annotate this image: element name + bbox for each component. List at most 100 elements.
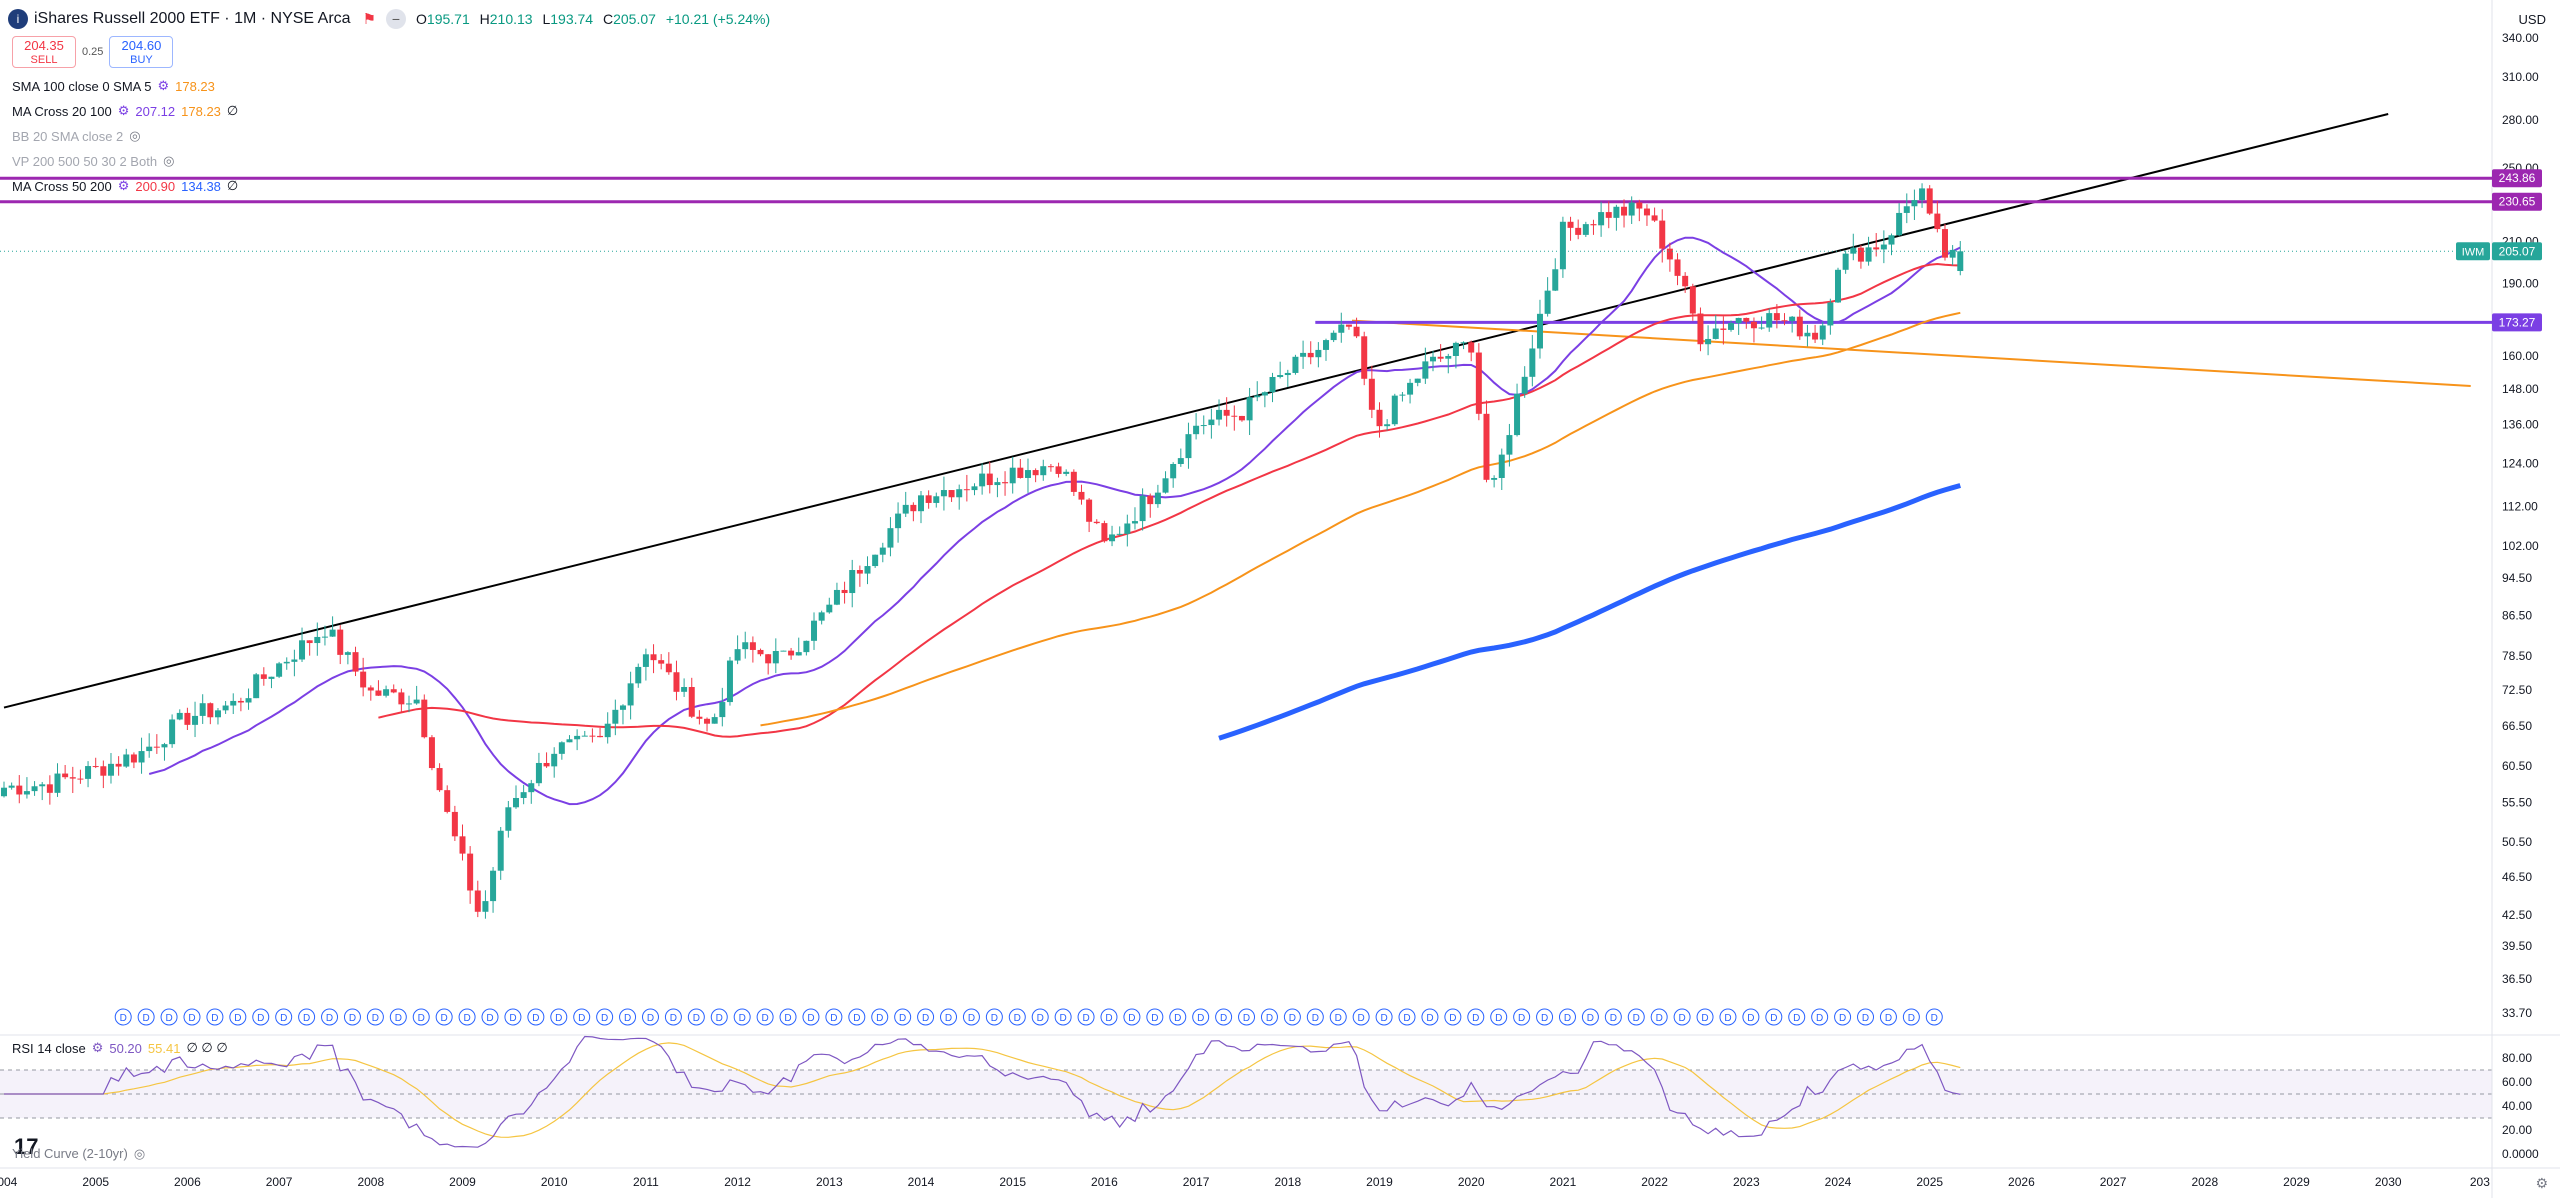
candle: [1919, 183, 1926, 208]
candle: [474, 880, 481, 918]
candle: [956, 484, 963, 510]
flag-icon[interactable]: ⚑: [362, 11, 377, 28]
dividend-marker-icon: [779, 1008, 797, 1026]
candle: [528, 779, 535, 804]
candle: [1789, 316, 1796, 333]
more-icon[interactable]: −: [386, 9, 407, 29]
price-tick-label: 102.00: [2502, 539, 2539, 553]
candle: [1292, 354, 1299, 375]
dividend-marker-letter: D: [280, 1013, 287, 1024]
candle: [1063, 469, 1070, 477]
price-tick-label: 112.00: [2502, 499, 2538, 513]
candle-body: [589, 735, 596, 737]
indicator-row[interactable]: SMA 100 close 0 SMA 5 ⚙ 178.23: [12, 78, 215, 94]
indicator-settings-icon[interactable]: ⚙: [157, 78, 170, 93]
candle-body: [1880, 244, 1887, 250]
candle-body: [467, 853, 474, 891]
time-tick-label: 2014: [908, 1175, 935, 1189]
price-tick-label: 124.00: [2502, 456, 2539, 470]
candle: [673, 660, 680, 701]
candle: [826, 597, 833, 614]
candle-body: [352, 652, 359, 672]
dividend-marker-letter: D: [1312, 1013, 1319, 1024]
symbol-title[interactable]: iShares Russell 2000 ETF · 1M · NYSE Arc…: [34, 10, 351, 27]
candle-body: [398, 692, 405, 705]
candle-body: [719, 702, 726, 718]
rsi-settings-icon[interactable]: ⚙: [91, 1040, 104, 1055]
settings-icon[interactable]: ⚙: [2535, 1175, 2548, 1191]
indicator-row[interactable]: BB 20 SMA close 2 ◎: [12, 128, 141, 144]
candle-body: [1919, 188, 1926, 201]
candle: [1475, 343, 1482, 421]
dividend-marker-letter: D: [532, 1013, 539, 1024]
candle-body: [436, 768, 443, 791]
eye-off-icon[interactable]: ◎: [129, 128, 141, 143]
candle: [1621, 199, 1628, 228]
dividend-marker-icon: [1444, 1008, 1462, 1026]
currency-label[interactable]: USD: [2518, 12, 2546, 27]
candle: [711, 713, 718, 724]
candle-body: [306, 640, 313, 644]
candle: [321, 625, 328, 646]
candle-body: [1666, 248, 1673, 260]
candle-body: [1529, 348, 1536, 377]
indicator-settings-icon[interactable]: ⚙: [117, 103, 130, 118]
candle-body: [566, 739, 573, 743]
candle-body: [1452, 342, 1459, 356]
candle: [1353, 317, 1360, 339]
indicator-row[interactable]: MA Cross 50 200 ⚙ 200.90 134.38 ∅: [12, 178, 238, 194]
candle: [581, 730, 588, 737]
indicator-settings-icon[interactable]: ⚙: [117, 178, 130, 193]
indicator-row[interactable]: VP 200 500 50 30 2 Both ◎: [12, 153, 174, 169]
dividend-marker-letter: D: [647, 1013, 654, 1024]
dividend-marker-icon: [1169, 1008, 1187, 1026]
candle: [1109, 525, 1116, 547]
sell-button[interactable]: 204.35 SELL: [12, 36, 76, 68]
candle: [1705, 325, 1712, 356]
candle-body: [1575, 227, 1582, 235]
candle: [1605, 201, 1612, 229]
level-price-tag: [2492, 169, 2542, 188]
buy-button[interactable]: 204.60 BUY: [109, 36, 174, 68]
candle: [788, 647, 795, 660]
candle-body: [390, 689, 397, 693]
candle: [1002, 471, 1009, 496]
dividend-marker-icon: [1238, 1008, 1256, 1026]
candle: [329, 616, 336, 637]
candle-body: [184, 712, 191, 725]
candle-body: [1231, 415, 1238, 417]
dividend-marker-letter: D: [555, 1013, 562, 1024]
candle-body: [1177, 458, 1184, 465]
dividend-marker-icon: [756, 1008, 774, 1026]
time-tick-label: 2008: [357, 1175, 384, 1189]
eye-off-icon[interactable]: ◎: [163, 153, 175, 168]
candle-body: [528, 783, 535, 793]
open-value: 195.71: [426, 11, 470, 27]
candle: [283, 657, 290, 670]
candle: [1628, 196, 1635, 224]
candle: [1735, 317, 1742, 335]
candle: [1422, 347, 1429, 384]
candle-body: [986, 473, 993, 486]
candle-body: [1758, 327, 1765, 329]
candle-body: [1926, 188, 1933, 214]
candle: [268, 676, 275, 689]
candle-body: [1766, 313, 1773, 328]
dividend-marker-icon: [1788, 1008, 1806, 1026]
candle-body: [1216, 409, 1223, 420]
candle-body: [1812, 332, 1819, 340]
indicator-row[interactable]: MA Cross 20 100 ⚙ 207.12 178.23 ∅: [12, 103, 238, 119]
candle: [245, 688, 252, 710]
last-price-label: 205.07: [2499, 244, 2536, 258]
candle: [1536, 299, 1543, 359]
time-tick-label: 2024: [1825, 1175, 1852, 1189]
tradingview-logo-icon[interactable]: 17: [14, 1134, 39, 1159]
candle-body: [176, 712, 183, 720]
candle: [299, 627, 306, 662]
indicator-name: MA Cross 50 200: [12, 178, 112, 194]
eye-off-icon[interactable]: ◎: [133, 1146, 146, 1161]
candle: [558, 741, 565, 760]
dividend-marker-icon: [1581, 1008, 1599, 1026]
indicator-suffix: ∅: [226, 178, 239, 193]
